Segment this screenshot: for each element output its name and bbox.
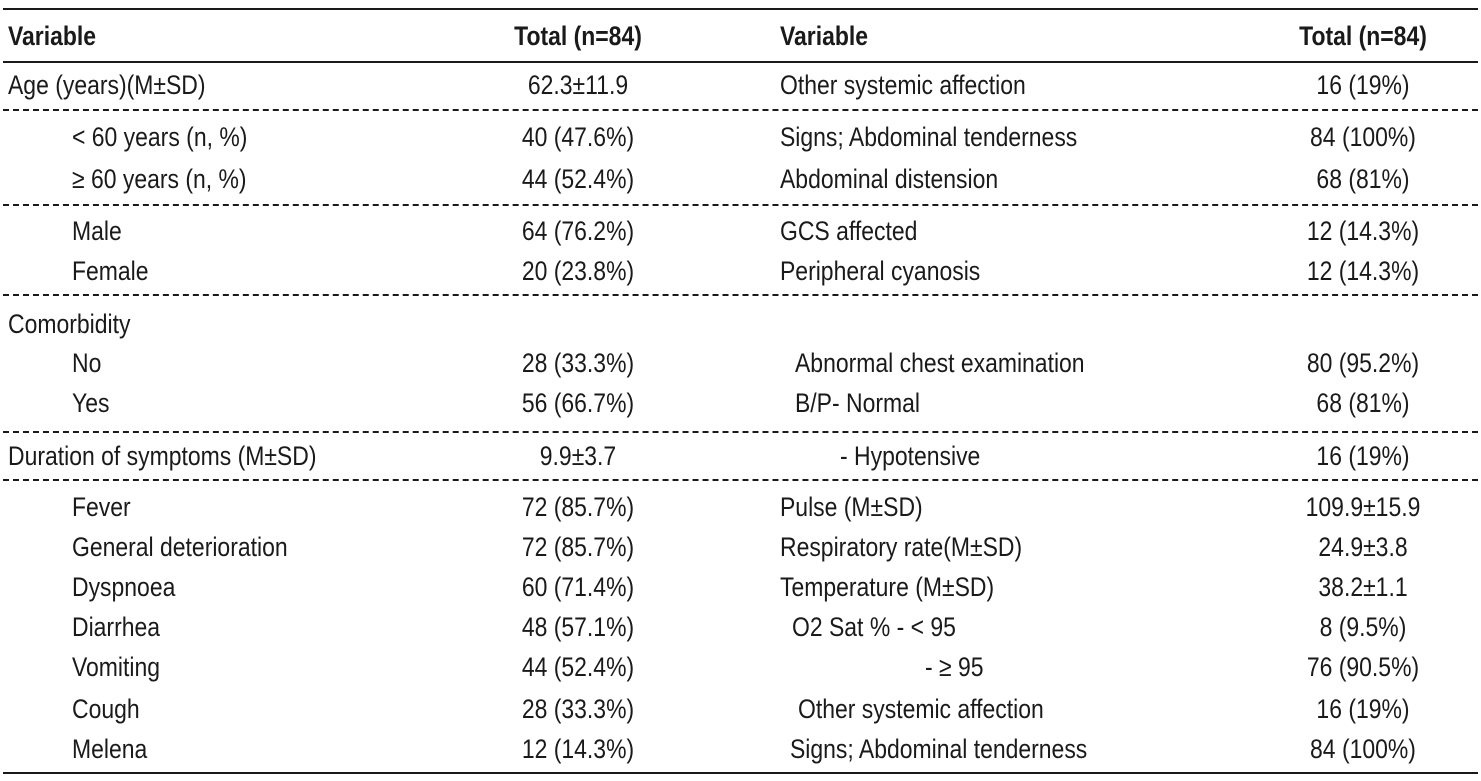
row-label-right: - Hypotensive — [840, 441, 981, 471]
row-label-left: Melena — [72, 734, 148, 764]
row-value-left: 72 (85.7%) — [521, 492, 635, 522]
row-label-left: No — [72, 348, 102, 378]
row-value-right: 80 (95.2%) — [1306, 348, 1420, 378]
group-divider — [3, 479, 1478, 481]
table-row: Comorbidity — [0, 302, 1481, 346]
table-header-row: Variable Total (n=84) Variable Total (n=… — [0, 14, 1481, 58]
header-bottom-rule — [3, 61, 1478, 63]
row-value-right: 84 (100%) — [1310, 122, 1416, 152]
table-row: Yes 56 (66.7%) B/P- Normal 68 (81%) — [0, 381, 1481, 425]
row-value-left: 48 (57.1%) — [521, 612, 635, 642]
row-label-left: Dyspnoea — [72, 572, 176, 602]
table-row: ≥ 60 years (n, %) 44 (52.4%) Abdominal d… — [0, 157, 1481, 201]
row-value-left — [434, 302, 723, 346]
row-label-right: O2 Sat % - < 95 — [792, 612, 956, 642]
row-value-right: 24.9±3.8 — [1318, 532, 1408, 562]
row-label-left: Comorbidity — [8, 309, 131, 339]
row-label-left: Cough — [72, 694, 140, 724]
table-row: Age (years)(M±SD) 62.3±11.9 Other system… — [0, 63, 1481, 107]
row-label-right: Abnormal chest examination — [795, 348, 1085, 378]
row-label-right: - ≥ 95 — [925, 652, 984, 682]
row-label-right: Abdominal distension — [780, 164, 999, 194]
row-label-right: Other systemic affection — [780, 70, 1026, 100]
row-value-right: 16 (19%) — [1316, 70, 1410, 100]
row-value-left: 9.9±3.7 — [539, 441, 617, 471]
row-value-right: 16 (19%) — [1316, 694, 1410, 724]
row-value-right: 109.9±15.9 — [1305, 492, 1421, 522]
row-value-right: 68 (81%) — [1316, 388, 1410, 418]
row-value-left: 62.3±11.9 — [527, 70, 629, 100]
row-value-right — [1219, 302, 1481, 346]
row-label-right: B/P- Normal — [795, 388, 920, 418]
table-row: Diarrhea 48 (57.1%) O2 Sat % - < 95 8 (9… — [0, 605, 1481, 649]
table-row: No 28 (33.3%) Abnormal chest examination… — [0, 341, 1481, 385]
group-divider — [3, 294, 1478, 296]
group-divider — [3, 431, 1478, 433]
table-row: Vomiting 44 (52.4%) - ≥ 95 76 (90.5%) — [0, 645, 1481, 689]
table-row: Duration of symptoms (M±SD) 9.9±3.7 - Hy… — [0, 434, 1481, 478]
row-value-left: 40 (47.6%) — [521, 122, 635, 152]
header-variable-left: Variable — [8, 21, 97, 51]
table-row: < 60 years (n, %) 40 (47.6%) Signs; Abdo… — [0, 115, 1481, 159]
row-value-right: 12 (14.3%) — [1306, 256, 1420, 286]
row-label-right: Other systemic affection — [798, 694, 1044, 724]
row-label-left: Duration of symptoms (M±SD) — [8, 441, 317, 471]
row-value-right: 12 (14.3%) — [1306, 216, 1420, 246]
table-row: General deterioration 72 (85.7%) Respira… — [0, 525, 1481, 569]
row-value-left: 28 (33.3%) — [521, 348, 635, 378]
row-value-left: 44 (52.4%) — [521, 652, 635, 682]
row-value-right: 16 (19%) — [1316, 441, 1410, 471]
row-value-right: 68 (81%) — [1316, 164, 1410, 194]
row-value-right: 38.2±1.1 — [1318, 572, 1408, 602]
row-label-left: Age (years)(M±SD) — [8, 70, 206, 100]
table-row: Cough 28 (33.3%) Other systemic affectio… — [0, 687, 1481, 731]
header-total-right: Total (n=84) — [1299, 21, 1427, 51]
table-row: Dyspnoea 60 (71.4%) Temperature (M±SD) 3… — [0, 565, 1481, 609]
row-label-left: < 60 years (n, %) — [72, 122, 248, 152]
table-row: Fever 72 (85.7%) Pulse (M±SD) 109.9±15.9 — [0, 485, 1481, 529]
row-label-right: Signs; Abdominal tenderness — [780, 122, 1078, 152]
row-label-right: Signs; Abdominal tenderness — [790, 734, 1088, 764]
row-label-left: Female — [72, 256, 149, 286]
row-value-left: 28 (33.3%) — [521, 694, 635, 724]
row-label-right: Peripheral cyanosis — [780, 256, 981, 286]
group-divider — [3, 109, 1478, 111]
row-value-right: 8 (9.5%) — [1319, 612, 1407, 642]
row-label-left: Vomiting — [72, 652, 161, 682]
table-top-rule — [3, 8, 1478, 10]
row-label-left: Yes — [72, 388, 110, 418]
row-value-right: 76 (90.5%) — [1306, 652, 1420, 682]
table-row: Female 20 (23.8%) Peripheral cyanosis 12… — [0, 249, 1481, 293]
row-value-right: 84 (100%) — [1310, 734, 1416, 764]
header-variable-right: Variable — [780, 21, 869, 51]
row-label-left: Fever — [72, 492, 131, 522]
row-value-left: 72 (85.7%) — [521, 532, 635, 562]
row-label-left: General deterioration — [72, 532, 288, 562]
row-value-left: 56 (66.7%) — [521, 388, 635, 418]
row-label-right: GCS affected — [780, 216, 918, 246]
row-value-left: 60 (71.4%) — [521, 572, 635, 602]
row-value-left: 12 (14.3%) — [521, 734, 635, 764]
row-label-right: Pulse (M±SD) — [780, 492, 923, 522]
row-label-left: Diarrhea — [72, 612, 161, 642]
row-label-left: ≥ 60 years (n, %) — [72, 164, 247, 194]
group-divider — [3, 204, 1478, 206]
row-label-right: Respiratory rate(M±SD) — [780, 532, 1023, 562]
row-value-left: 44 (52.4%) — [521, 164, 635, 194]
table-row: Male 64 (76.2%) GCS affected 12 (14.3%) — [0, 209, 1481, 253]
row-label-right: Temperature (M±SD) — [780, 572, 995, 602]
header-total-left: Total (n=84) — [514, 21, 642, 51]
row-label-left: Male — [72, 216, 122, 246]
row-value-left: 20 (23.8%) — [521, 256, 635, 286]
row-value-left: 64 (76.2%) — [521, 216, 635, 246]
table-row: Melena 12 (14.3%) Signs; Abdominal tende… — [0, 727, 1481, 771]
table-bottom-rule — [3, 772, 1478, 774]
